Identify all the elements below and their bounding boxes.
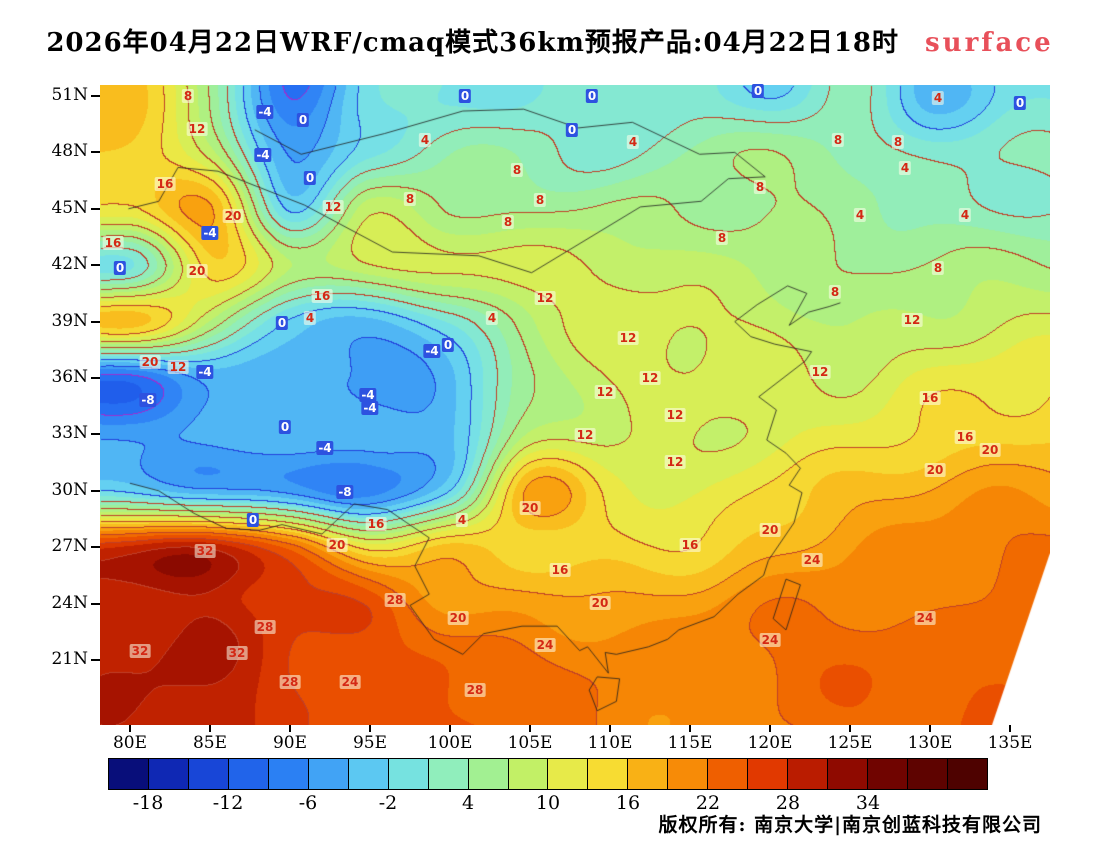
- lat-tick-label: 30N: [51, 479, 88, 500]
- lon-tick-mark: [449, 725, 451, 732]
- lon-tick-label: 130E: [907, 733, 953, 753]
- lon-tick-mark: [929, 725, 931, 732]
- lat-tick-mark: [91, 320, 100, 323]
- colorbar: [108, 758, 988, 790]
- colorbar-cell: [627, 758, 669, 790]
- lat-tick-label: 36N: [51, 367, 88, 387]
- colorbar-tick-label: -6: [298, 792, 318, 814]
- colorbar-tick-label: 10: [535, 792, 561, 814]
- lon-tick-mark: [529, 725, 531, 732]
- colorbar-cell: [587, 758, 629, 790]
- lat-tick-mark: [91, 546, 100, 549]
- map-area: [100, 85, 1050, 725]
- chart-title-surface-tag: surface: [925, 28, 1054, 58]
- lon-tick-label: 90E: [272, 733, 308, 753]
- lat-tick-mark: [91, 264, 100, 267]
- colorbar-cell: [147, 758, 189, 790]
- copyright-text: 版权所有: 南京大学|南京创蓝科技有限公司: [658, 814, 1042, 836]
- lat-tick-label: 42N: [51, 254, 88, 275]
- lat-tick-label: 51N: [51, 85, 88, 105]
- lat-tick-mark: [91, 602, 100, 605]
- lat-tick-label: 48N: [51, 141, 88, 162]
- lon-tick-label: 100E: [427, 733, 473, 753]
- colorbar-tick-label: -12: [212, 792, 244, 814]
- colorbar-cell: [307, 758, 349, 790]
- lat-tick-label: 45N: [51, 197, 88, 218]
- colorbar-cell: [387, 758, 429, 790]
- colorbar-tick-label: 16: [615, 792, 641, 814]
- colorbar-cell: [947, 758, 988, 790]
- lat-tick-label: 24N: [51, 592, 88, 613]
- lon-tick-label: 125E: [827, 733, 873, 753]
- lon-tick-label: 85E: [192, 733, 228, 753]
- colorbar-cell: [427, 758, 469, 790]
- lat-tick-label: 21N: [51, 649, 88, 669]
- lon-tick-mark: [209, 725, 211, 732]
- lon-tick-mark: [609, 725, 611, 732]
- lat-tick-mark: [91, 95, 100, 97]
- lon-tick-label: 105E: [507, 733, 553, 753]
- lon-tick-mark: [369, 725, 371, 732]
- lat-tick-mark: [91, 377, 100, 379]
- lon-tick-mark: [849, 725, 851, 732]
- colorbar-cell: [747, 758, 789, 790]
- chart-title-main: 2026年04月22日WRF/cmaq模式36km预报产品:04月22日18时: [46, 28, 900, 58]
- colorbar-cell: [547, 758, 589, 790]
- colorbar-tick-label: -18: [132, 792, 164, 814]
- lon-tick-mark: [129, 725, 131, 732]
- lon-tick-label: 95E: [352, 733, 388, 753]
- lon-tick-label: 135E: [987, 733, 1033, 753]
- colorbar-cell: [108, 758, 149, 790]
- lon-tick-label: 120E: [747, 733, 793, 753]
- colorbar-cell: [187, 758, 229, 790]
- colorbar-cell: [827, 758, 869, 790]
- lat-tick-label: 27N: [51, 536, 88, 557]
- colorbar-cell: [787, 758, 829, 790]
- colorbar-cell: [507, 758, 549, 790]
- colorbar-cell: [227, 758, 269, 790]
- temperature-map-canvas: [100, 85, 1050, 725]
- lon-tick-label: 110E: [587, 733, 633, 753]
- lat-tick-mark: [91, 433, 100, 436]
- colorbar-cell: [347, 758, 389, 790]
- lon-tick-mark: [1009, 725, 1011, 732]
- lat-tick-mark: [91, 489, 100, 492]
- colorbar-tick-label: -2: [378, 792, 398, 814]
- lat-tick-mark: [91, 659, 100, 661]
- chart-title: 2026年04月22日WRF/cmaq模式36km预报产品:04月22日18时 s…: [0, 22, 1100, 59]
- colorbar-cell: [867, 758, 909, 790]
- lon-tick-mark: [689, 725, 691, 732]
- colorbar-cell: [907, 758, 949, 790]
- lat-tick-mark: [91, 207, 100, 210]
- lon-tick-label: 115E: [667, 733, 713, 753]
- lat-tick-label: 33N: [51, 423, 88, 444]
- lat-tick-label: 39N: [51, 310, 88, 331]
- lat-tick-mark: [91, 151, 100, 154]
- colorbar-cell: [467, 758, 509, 790]
- colorbar-cell: [267, 758, 309, 790]
- colorbar-tick-label: 4: [461, 792, 475, 814]
- lon-tick-mark: [769, 725, 771, 732]
- lon-tick-mark: [289, 725, 291, 732]
- lon-tick-label: 80E: [112, 733, 148, 753]
- colorbar-cell: [707, 758, 749, 790]
- colorbar-cell: [667, 758, 709, 790]
